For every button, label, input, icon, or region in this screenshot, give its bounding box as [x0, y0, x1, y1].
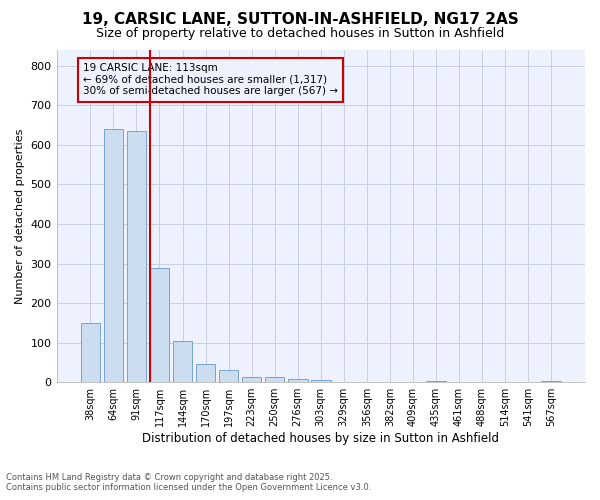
Text: Size of property relative to detached houses in Sutton in Ashfield: Size of property relative to detached ho… — [96, 28, 504, 40]
Bar — [426, 381, 446, 382]
Bar — [265, 378, 284, 382]
Text: Contains HM Land Registry data © Crown copyright and database right 2025.
Contai: Contains HM Land Registry data © Crown c… — [6, 473, 371, 492]
X-axis label: Distribution of detached houses by size in Sutton in Ashfield: Distribution of detached houses by size … — [142, 432, 499, 445]
Bar — [80, 323, 100, 382]
Bar — [173, 342, 193, 382]
Bar — [104, 129, 123, 382]
Bar — [196, 364, 215, 382]
Bar — [149, 268, 169, 382]
Text: 19 CARSIC LANE: 113sqm
← 69% of detached houses are smaller (1,317)
30% of semi-: 19 CARSIC LANE: 113sqm ← 69% of detached… — [83, 64, 338, 96]
Bar — [311, 380, 331, 382]
Bar — [288, 379, 308, 382]
Y-axis label: Number of detached properties: Number of detached properties — [15, 128, 25, 304]
Bar — [541, 380, 561, 382]
Bar — [127, 131, 146, 382]
Bar — [242, 378, 262, 382]
Bar — [219, 370, 238, 382]
Text: 19, CARSIC LANE, SUTTON-IN-ASHFIELD, NG17 2AS: 19, CARSIC LANE, SUTTON-IN-ASHFIELD, NG1… — [82, 12, 518, 28]
